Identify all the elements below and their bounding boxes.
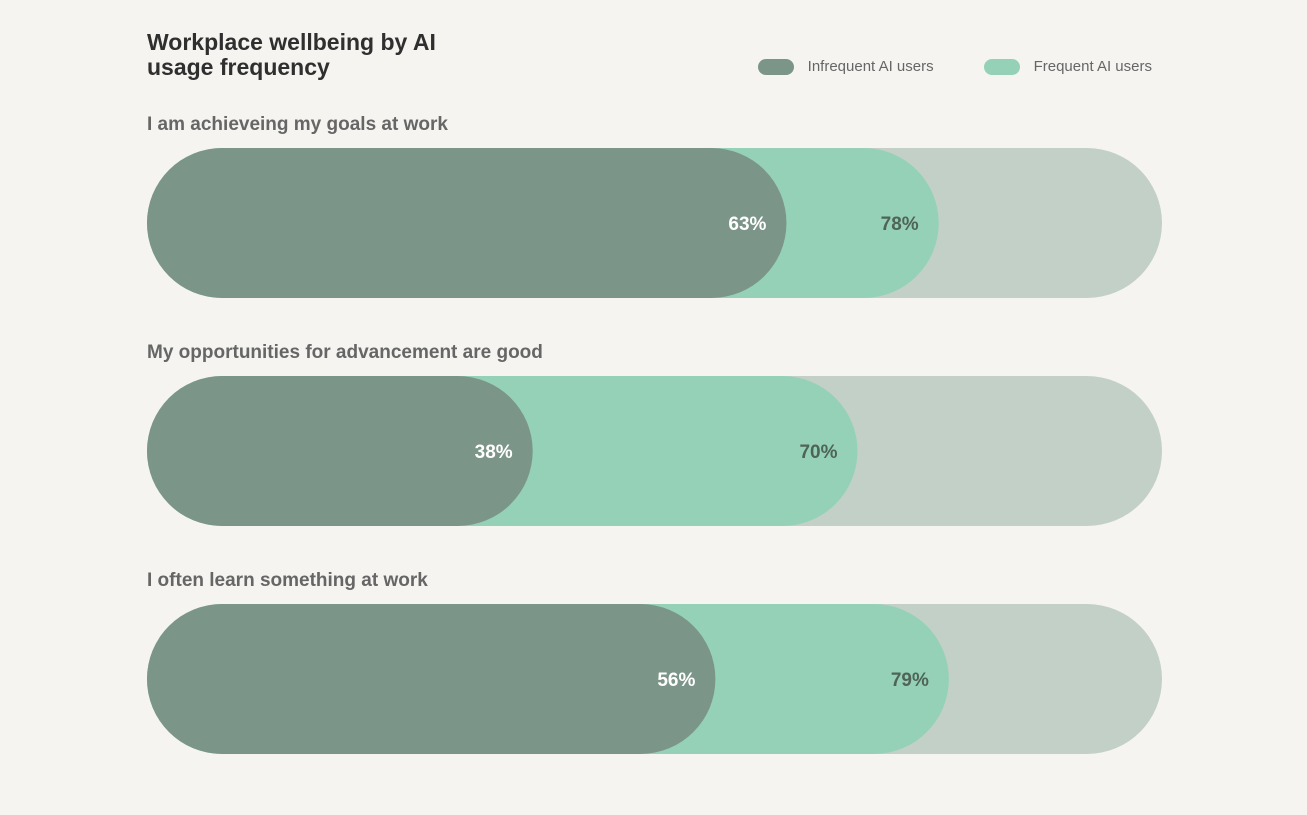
legend: Infrequent AI users Frequent AI users: [757, 58, 1152, 75]
value-label-infrequent: 38%: [475, 442, 513, 463]
category-label: My opportunities for advancement are goo…: [147, 342, 543, 363]
legend-item-infrequent: Infrequent AI users: [757, 58, 934, 75]
value-label-frequent: 70%: [799, 442, 837, 463]
legend-item-frequent: Frequent AI users: [983, 58, 1152, 75]
chart-row: I often learn something at work 79% 56%: [147, 570, 1162, 754]
bar-chart: I am achieveing my goals at work 78% 63% My…: [147, 114, 1162, 754]
chart-row: My opportunities for advancement are goo…: [147, 342, 1162, 526]
bar-infrequent: [147, 604, 716, 754]
category-label: I often learn something at work: [147, 570, 428, 591]
legend-label-infrequent: Infrequent AI users: [807, 58, 934, 75]
legend-label-frequent: Frequent AI users: [1033, 58, 1152, 75]
legend-swatch-frequent: [983, 58, 1020, 75]
bar-infrequent: [147, 376, 533, 526]
category-label: I am achieveing my goals at work: [147, 114, 448, 135]
value-label-infrequent: 56%: [657, 670, 695, 691]
bar-infrequent: [147, 148, 787, 298]
chart-title: Workplace wellbeing by AI usage frequenc…: [147, 29, 436, 80]
value-label-frequent: 79%: [891, 670, 929, 691]
value-label-frequent: 78%: [881, 214, 919, 235]
chart-area: I am achieveing my goals at work 78% 63% My…: [147, 110, 1162, 760]
chart-row: I am achieveing my goals at work 78% 63%: [147, 114, 1162, 298]
legend-swatch-infrequent: [757, 58, 794, 75]
value-label-infrequent: 63%: [728, 214, 766, 235]
